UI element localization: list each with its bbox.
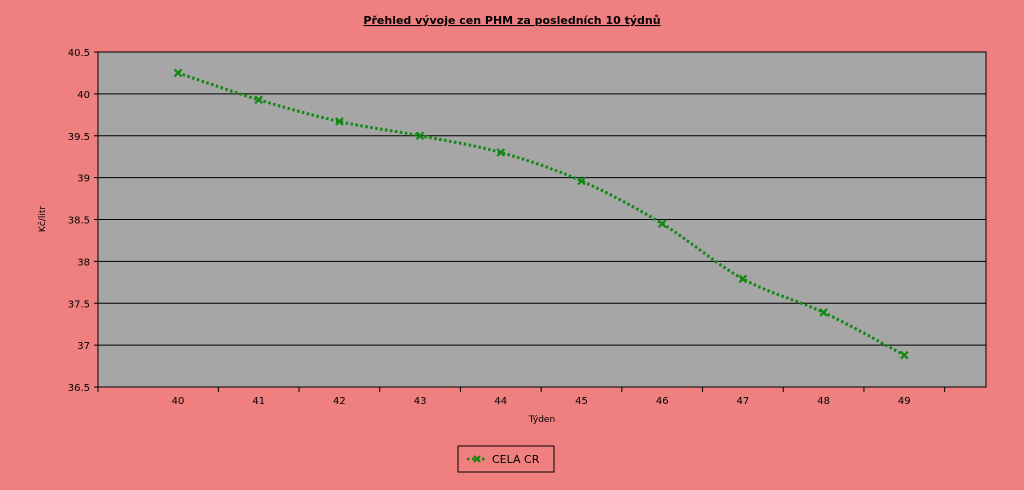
x-axis-label: Týden: [528, 415, 555, 425]
y-tick-label: 40: [77, 90, 90, 101]
y-tick-label: 37: [77, 341, 90, 352]
data-point-marker: [657, 219, 667, 228]
data-point-marker: [415, 131, 425, 141]
y-tick-label: 39: [77, 174, 90, 185]
x-tick-label: 48: [817, 396, 830, 407]
y-tick-label: 38.5: [68, 216, 90, 227]
x-tick-label: 44: [494, 396, 507, 407]
x-tick-label: 41: [252, 396, 265, 407]
y-tick-label: 36.5: [68, 383, 90, 394]
legend-x-marker: [473, 455, 481, 463]
data-point-marker: [819, 308, 828, 317]
data-point-marker: [496, 148, 506, 157]
gridlines: [98, 93, 986, 346]
data-point-marker: [254, 95, 263, 105]
x-tick-label: 47: [737, 396, 750, 407]
y-axis-label: Kč/litr: [37, 206, 48, 232]
y-tick-label: 38: [77, 257, 90, 268]
x-tick-label: 43: [414, 396, 427, 407]
data-point-marker: [900, 350, 909, 360]
legend-box: [457, 445, 555, 473]
x-tick-label: 45: [575, 396, 588, 407]
x-tick-label: 49: [898, 396, 911, 407]
x-tick-label: 42: [333, 396, 346, 407]
data-point-marker: [738, 274, 748, 284]
x-tick-label: 40: [172, 396, 185, 407]
y-tick-label: 37.5: [68, 299, 90, 310]
y-tick-label: 39.5: [68, 132, 90, 143]
legend: CELA CR: [457, 445, 555, 473]
series-line: [177, 71, 906, 357]
axes: 36.5 37 37.5 38 38.5 39 39.5 40 40.5 40 41 42 43 44 45…: [68, 48, 946, 407]
data-point-marker: [577, 176, 586, 186]
series-layer: [173, 68, 909, 360]
data-point-marker: [335, 117, 344, 126]
x-tick-label: 46: [656, 396, 669, 407]
data-point-marker: [173, 68, 183, 78]
legend-label: CELA CR: [492, 453, 540, 466]
chart-title: Přehled vývoje cen PHM za posledních 10 …: [363, 14, 660, 27]
y-tick-label: 40.5: [68, 48, 90, 59]
